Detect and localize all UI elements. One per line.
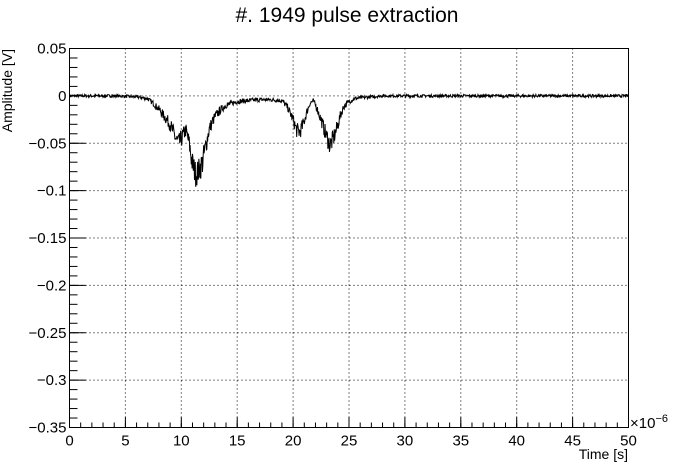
x-tick-label: 30	[397, 433, 414, 450]
x-tick-label: 0	[65, 433, 73, 450]
y-axis-title: Amplitude [V]	[0, 49, 15, 132]
x-tick-label: 15	[229, 433, 246, 450]
y-tick-labels: 0.05 0 −0.05 −0.1 −0.15 −0.2 −0.25 −0.3 −0.35	[29, 41, 67, 437]
x-tick-label: 50	[620, 433, 637, 450]
x-tick-labels: 0 5 10 15 20 25 30 35 40 45 50	[65, 433, 637, 450]
y-tick-label: −0.35	[29, 420, 67, 437]
x-multiplier: ×10−6	[630, 413, 668, 432]
x-axis-title: Time [s]	[579, 446, 628, 462]
x-tick-label: 25	[341, 433, 358, 450]
x-tick-label: 35	[452, 433, 469, 450]
x-tick-label: 5	[121, 433, 129, 450]
y-tick-label: 0	[58, 88, 66, 105]
y-tick-label: −0.05	[29, 135, 67, 152]
y-tick-label: −0.1	[37, 183, 67, 200]
axis-ticks	[69, 48, 629, 428]
x-tick-label: 40	[508, 433, 525, 450]
y-tick-label: −0.25	[29, 325, 67, 342]
x-tick-label: 45	[564, 433, 581, 450]
y-tick-label: 0.05	[37, 41, 66, 58]
x-tick-label: 10	[173, 433, 190, 450]
chart-title: #. 1949 pulse extraction	[236, 4, 459, 27]
y-tick-label: −0.3	[37, 372, 67, 389]
series-line	[69, 92, 629, 187]
y-tick-label: −0.2	[37, 277, 67, 294]
y-tick-label: −0.15	[29, 230, 67, 247]
x-tick-label: 20	[285, 433, 302, 450]
